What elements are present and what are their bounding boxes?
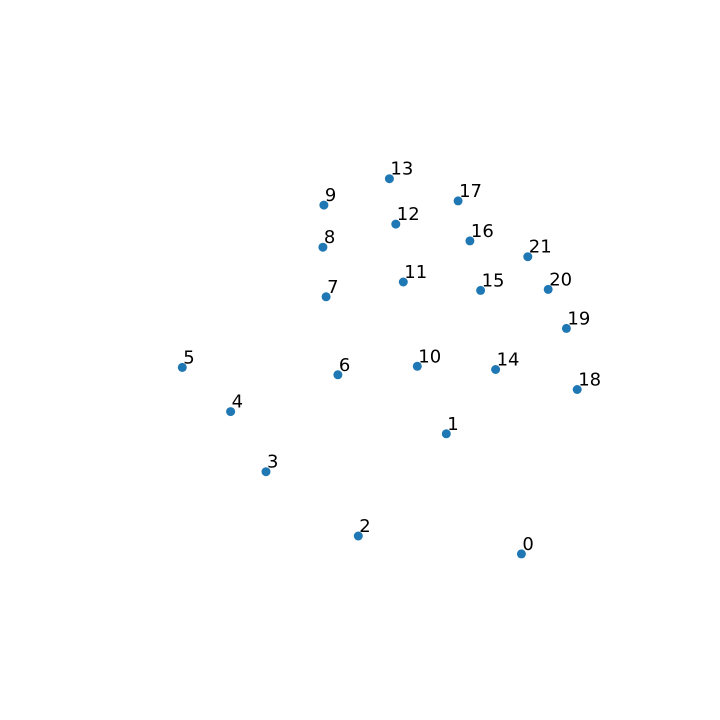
point-label-12: 12	[397, 204, 420, 225]
point-label-0: 0	[522, 534, 533, 555]
point-label-17: 17	[459, 181, 482, 202]
point-label-18: 18	[578, 370, 601, 391]
points-layer	[178, 174, 582, 558]
point-label-5: 5	[183, 347, 194, 368]
point-label-11: 11	[404, 262, 427, 283]
point-label-13: 13	[390, 159, 413, 180]
point-label-6: 6	[339, 355, 350, 376]
point-label-16: 16	[471, 221, 494, 242]
point-label-15: 15	[482, 270, 505, 291]
point-label-20: 20	[549, 269, 572, 290]
point-label-4: 4	[232, 392, 243, 413]
point-label-3: 3	[267, 452, 278, 473]
point-label-19: 19	[567, 308, 590, 329]
point-label-2: 2	[359, 516, 370, 537]
point-label-21: 21	[529, 237, 552, 258]
point-label-8: 8	[324, 227, 335, 248]
point-label-7: 7	[327, 277, 338, 298]
point-label-14: 14	[497, 350, 520, 371]
point-label-1: 1	[447, 414, 458, 435]
point-label-10: 10	[418, 346, 441, 367]
point-label-9: 9	[325, 185, 336, 206]
